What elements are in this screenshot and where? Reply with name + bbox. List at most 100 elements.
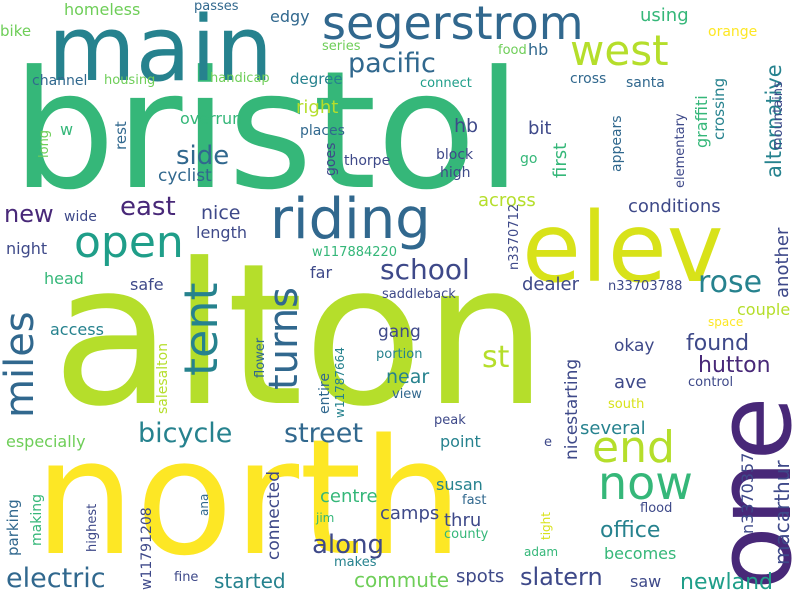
word-passes: passes — [194, 0, 239, 14]
word-thorpe: thorpe — [344, 153, 391, 169]
word-connect: connect — [420, 76, 472, 91]
word-west: west — [570, 26, 669, 75]
word-nice: nice — [201, 202, 241, 224]
word-fast: fast — [462, 493, 487, 508]
word-entire: entire — [317, 373, 333, 414]
word-bristol: bristol — [12, 37, 522, 226]
word-overrun: overrun — [180, 109, 243, 128]
word-go: go — [520, 151, 538, 167]
word-w11791208: w11791208 — [139, 507, 155, 590]
word-goes: goes — [323, 142, 339, 176]
word-new: new — [4, 200, 54, 228]
word-block: block — [436, 147, 474, 163]
word-pacific: pacific — [348, 48, 436, 79]
word-bike: bike — [0, 22, 32, 40]
word-using: using — [640, 5, 689, 26]
word-another: another — [772, 227, 793, 298]
word-space: space — [708, 315, 744, 329]
word-east: east — [120, 192, 176, 222]
word-w: w — [60, 120, 74, 139]
word-crossing: crossing — [710, 77, 728, 140]
word-adam: adam — [524, 545, 559, 559]
word-right: right — [296, 97, 339, 118]
word-dealer: dealer — [522, 274, 580, 295]
word-degree: degree — [290, 70, 343, 88]
word-channel: channel — [32, 73, 88, 89]
word-e: e — [544, 435, 552, 450]
word-school: school — [380, 253, 470, 286]
word-segerstrom: segerstrom — [322, 0, 584, 50]
word-tent: tent — [174, 282, 228, 376]
word-series: series — [322, 39, 361, 54]
word-saddleback: saddleback — [382, 287, 456, 302]
word-view: view — [392, 387, 422, 402]
word-nicestarting: nicestarting — [562, 358, 582, 460]
word-peak: peak — [434, 413, 466, 428]
word-n3370357: n3370357 — [738, 452, 757, 534]
word-edgy: edgy — [270, 7, 310, 26]
word-becomes: becomes — [604, 544, 677, 563]
word-county: county — [444, 527, 489, 542]
word-north: north — [34, 404, 464, 591]
word-st: st — [482, 340, 510, 375]
word-started: started — [214, 569, 286, 593]
word-especially: especially — [6, 432, 86, 451]
word-riding: riding — [270, 187, 431, 252]
word-couple: couple — [737, 300, 791, 319]
word-fine: fine — [174, 570, 199, 585]
word-safe: safe — [130, 275, 164, 294]
word-mountains: mountains — [771, 81, 786, 150]
word-making: making — [29, 494, 45, 546]
word-high: high — [440, 165, 471, 181]
word-now: now — [598, 456, 693, 510]
word-santa: santa — [626, 75, 665, 91]
word-miles: miles — [0, 311, 43, 418]
word-south: south — [608, 397, 645, 412]
word-jim: jim — [316, 511, 335, 525]
word-okay: okay — [614, 336, 655, 356]
word-side: side — [176, 141, 230, 171]
word-portion: portion — [376, 347, 423, 362]
word-near: near — [386, 366, 430, 388]
word-spots: spots — [456, 566, 505, 587]
word-alton: alton — [52, 222, 548, 450]
word-salesalton: salesalton — [155, 342, 171, 414]
word-hb: hb — [454, 115, 479, 137]
word-first: first — [550, 142, 571, 178]
word-food: food — [498, 43, 527, 58]
word-centre: centre — [320, 486, 378, 507]
word-along: along — [312, 530, 385, 560]
word-street: street — [284, 418, 363, 449]
word-length: length — [196, 223, 247, 242]
word-flower: flower — [253, 337, 268, 378]
word-parking: parking — [4, 499, 22, 556]
word-saw: saw — [630, 572, 662, 591]
word-turns: turns — [261, 287, 307, 390]
word-places: places — [300, 123, 345, 139]
word-point: point — [440, 432, 481, 451]
word-office: office — [600, 518, 661, 543]
word-ave: ave — [614, 372, 647, 393]
word-graffiti: graffiti — [692, 95, 711, 148]
word-control: control — [688, 375, 734, 390]
word-bicycle: bicycle — [138, 418, 233, 449]
word-newland: newland — [680, 570, 773, 595]
word-homeless: homeless — [64, 0, 141, 19]
word-slatern: slatern — [520, 563, 603, 591]
word-makes: makes — [334, 555, 377, 570]
word-night: night — [6, 239, 48, 258]
word-highest: highest — [85, 503, 100, 552]
word-far: far — [310, 263, 333, 282]
word-n33703788: n33703788 — [608, 279, 683, 294]
word-macarthur: macarthur — [770, 460, 794, 565]
word-elementary: elementary — [673, 113, 688, 188]
word-cross: cross — [570, 71, 607, 87]
word-susan: susan — [436, 475, 483, 494]
word-electric: electric — [6, 563, 106, 594]
word-commute: commute — [354, 568, 450, 592]
word-open: open — [74, 217, 184, 268]
word-elev: elev — [522, 192, 724, 304]
word-bit: bit — [528, 118, 552, 139]
word-access: access — [50, 320, 104, 339]
